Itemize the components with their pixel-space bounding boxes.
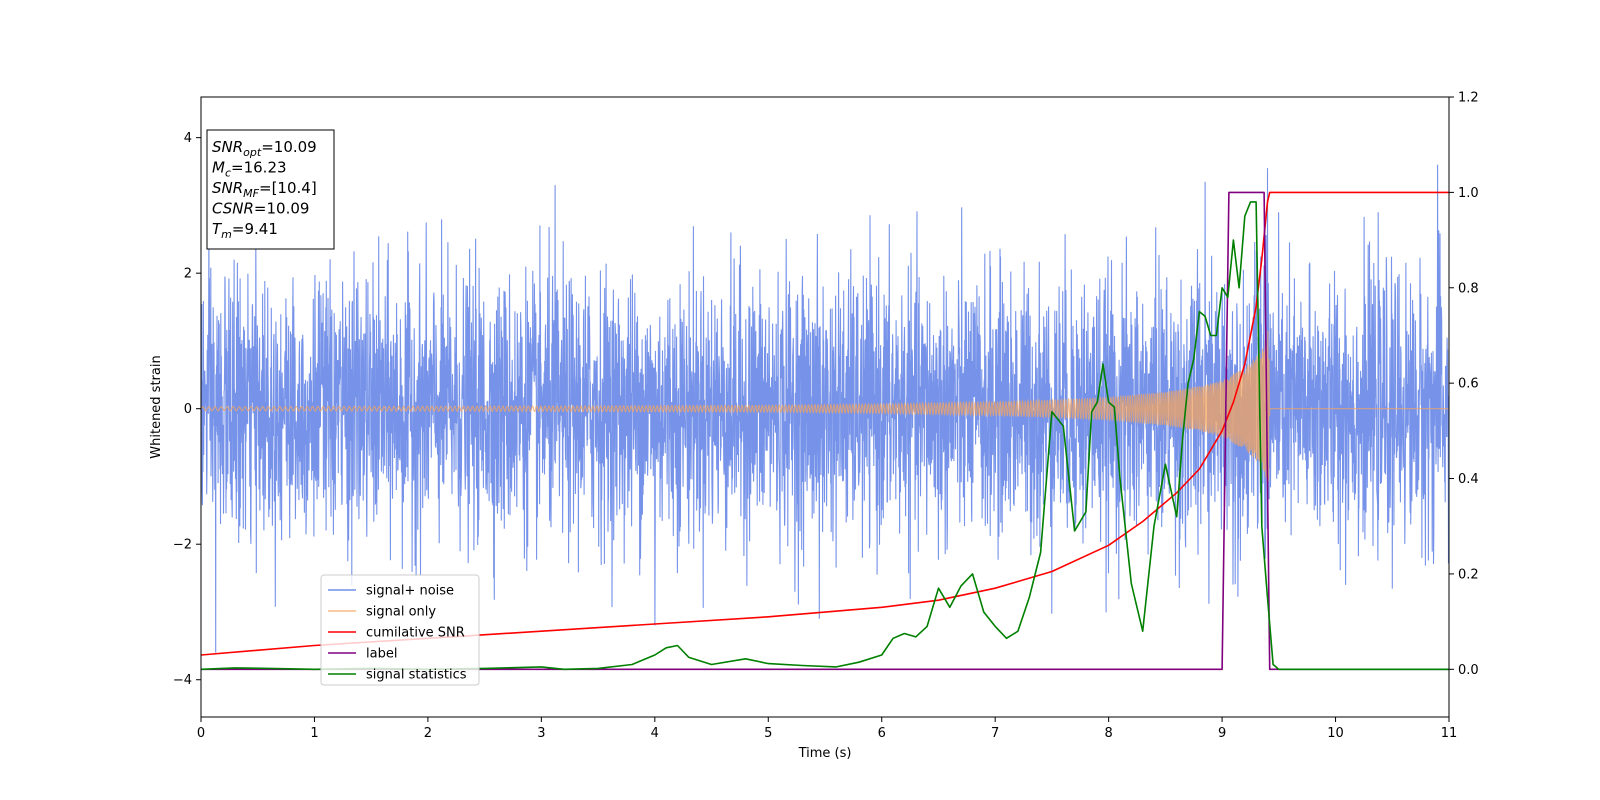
- right-y-tick-label: 0.4: [1458, 472, 1479, 487]
- series-layer: [201, 164, 1449, 671]
- left-y-tick-label: 0: [184, 402, 192, 417]
- x-axis-ticks: 0 1 2 3 4 5 6 7 8 9 10 11: [197, 717, 1457, 741]
- y-axis-label: Whitened strain: [149, 355, 164, 458]
- right-y-axis-ticks: 0.0 0.2 0.4 0.6 0.8 1.0 1.2: [1449, 91, 1479, 678]
- right-y-tick-label: 0.0: [1458, 663, 1479, 678]
- legend-frame: [320, 574, 480, 686]
- left-y-tick-label: −4: [173, 673, 192, 688]
- x-tick-label: 9: [1218, 726, 1226, 741]
- legend: signal+ noise signal only cumilative SNR la…: [320, 574, 480, 686]
- x-tick-label: 10: [1327, 726, 1344, 741]
- right-y-tick-label: 0.6: [1458, 377, 1479, 392]
- info-box-line: SNRMF=[10.4]: [212, 179, 317, 200]
- x-tick-label: 2: [424, 726, 432, 741]
- legend-item-signal-statistics: signal statistics: [328, 668, 467, 683]
- legend-item-signal-only: signal only: [328, 605, 436, 620]
- info-box-line: Tm=9.41: [212, 220, 278, 241]
- info-box-line: Mc=16.23: [212, 159, 287, 180]
- info-box-line: CSNR=10.09: [212, 200, 309, 218]
- right-y-tick-label: 1.0: [1458, 186, 1479, 201]
- x-axis-label: Time (s): [798, 746, 852, 761]
- legend-label: label: [366, 647, 397, 662]
- right-y-tick-label: 0.2: [1458, 567, 1479, 582]
- legend-item-cumulative-snr: cumilative SNR: [328, 626, 465, 641]
- x-tick-label: 3: [537, 726, 545, 741]
- x-tick-label: 8: [1104, 726, 1112, 741]
- left-y-tick-label: −2: [173, 538, 192, 553]
- legend-item-signal-noise: signal+ noise: [328, 584, 454, 599]
- x-tick-label: 0: [197, 726, 205, 741]
- left-y-tick-label: 2: [184, 267, 192, 282]
- right-y-tick-label: 0.8: [1458, 281, 1479, 296]
- series-signal-statistics-line: [201, 201, 1449, 671]
- info-box-line: SNRopt=10.09: [212, 138, 317, 159]
- right-y-tick-label: 1.2: [1458, 91, 1479, 106]
- x-tick-label: 1: [310, 726, 318, 741]
- left-y-tick-label: 4: [184, 131, 192, 146]
- info-box: SNRopt=10.09Mc=16.23SNRMF=[10.4]CSNR=10.…: [206, 129, 335, 250]
- x-tick-label: 4: [651, 726, 659, 741]
- x-tick-label: 7: [991, 726, 999, 741]
- legend-label: signal statistics: [366, 668, 467, 683]
- x-tick-label: 11: [1441, 726, 1458, 741]
- legend-label: signal only: [366, 605, 436, 620]
- left-y-axis-ticks: −4 −2 0 2 4: [173, 131, 201, 688]
- info-box-frame: [206, 129, 335, 250]
- legend-label: signal+ noise: [366, 584, 454, 599]
- x-tick-label: 5: [764, 726, 772, 741]
- legend-label: cumilative SNR: [366, 626, 465, 641]
- x-tick-label: 6: [878, 726, 886, 741]
- plot-frame: [200, 96, 1450, 718]
- series-signal-only-line: [201, 330, 1449, 483]
- legend-item-label: label: [328, 647, 397, 662]
